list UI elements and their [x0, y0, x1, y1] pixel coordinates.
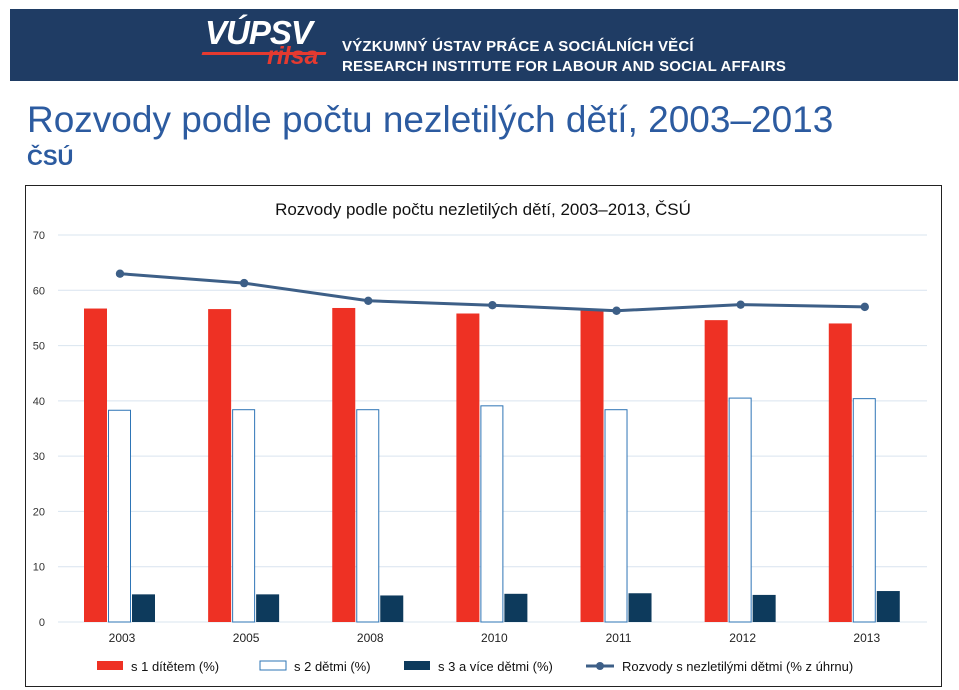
- bar-2: [728, 397, 752, 623]
- legend-swatch-point: [596, 662, 604, 670]
- x-tick-label: 2012: [729, 631, 756, 645]
- y-tick-label: 50: [33, 341, 45, 353]
- bar-3: [628, 593, 652, 622]
- page-title: Rozvody podle počtu nezletilých dětí, 20…: [27, 99, 834, 140]
- bar-1: [332, 307, 356, 622]
- page-subtitle: ČSÚ: [27, 145, 74, 170]
- bar-1: [704, 320, 728, 622]
- chart-frame: [25, 185, 942, 687]
- legend-label: s 3 a více dětmi (%): [438, 659, 553, 674]
- legend-swatch: [404, 661, 430, 670]
- legend-swatch: [259, 660, 287, 671]
- y-tick-label: 70: [33, 230, 45, 242]
- bar-3: [256, 594, 280, 622]
- bar-2: [604, 409, 628, 623]
- bar-2: [480, 405, 504, 623]
- bar-3: [876, 591, 900, 622]
- bar-3: [752, 594, 776, 622]
- bar-3: [132, 594, 155, 622]
- chart-title: Rozvody podle počtu nezletilých dětí, 20…: [275, 200, 691, 219]
- bar-3: [380, 595, 404, 622]
- line-point: [860, 302, 869, 312]
- bar-2: [232, 409, 256, 623]
- x-tick-label: 2003: [109, 631, 136, 645]
- x-tick-label: 2011: [606, 631, 632, 645]
- x-tick-label: 2013: [853, 631, 880, 645]
- bar-1: [456, 313, 480, 622]
- y-tick-label: 0: [39, 617, 45, 629]
- x-tick-label: 2008: [357, 631, 384, 645]
- x-tick-label: 2005: [233, 631, 260, 645]
- y-tick-label: 30: [33, 451, 45, 463]
- line-point: [239, 278, 249, 288]
- logo-vupsv: VÚPSV: [205, 14, 313, 51]
- legend-label: Rozvody s nezletilými dětmi (% z úhrnu): [622, 659, 853, 674]
- y-tick-label: 40: [33, 396, 45, 408]
- line-point: [736, 300, 745, 309]
- line-point: [364, 296, 373, 305]
- bar-1: [828, 323, 852, 622]
- header-banner: [10, 9, 958, 81]
- institute-name-en: RESEARCH INSTITUTE FOR LABOUR AND SOCIAL…: [342, 58, 787, 75]
- legend-swatch: [97, 661, 123, 670]
- bar-2: [356, 409, 380, 623]
- y-tick-label: 20: [33, 506, 45, 518]
- bar-1: [580, 310, 604, 622]
- legend-label: s 2 dětmi (%): [294, 659, 371, 674]
- bar-2: [108, 409, 131, 623]
- line-point: [612, 306, 621, 315]
- bar-2: [852, 398, 876, 623]
- institute-name-cz: VÝZKUMNÝ ÚSTAV PRÁCE A SOCIÁLNÍCH VĚCÍ: [342, 38, 694, 55]
- bar-1: [208, 309, 232, 622]
- y-tick-label: 10: [33, 562, 45, 574]
- x-tick-label: 2010: [481, 631, 508, 645]
- logo-rilsa: rilsa: [267, 42, 319, 70]
- legend-label: s 1 dítětem (%): [131, 659, 219, 674]
- line-point: [488, 301, 497, 310]
- bar-1: [84, 308, 107, 622]
- y-tick-label: 60: [33, 285, 45, 297]
- bar-3: [504, 593, 528, 622]
- line-point: [115, 269, 125, 278]
